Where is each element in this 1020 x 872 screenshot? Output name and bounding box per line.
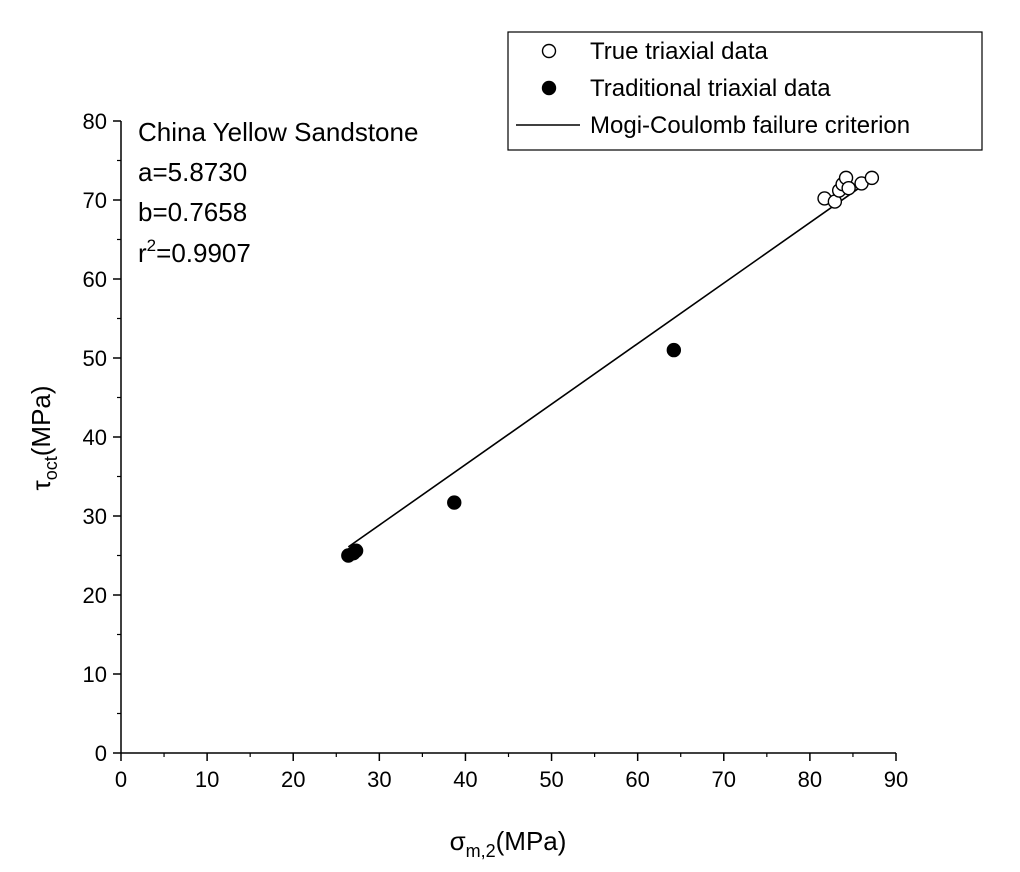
legend: True triaxial data Traditional triaxial … [507,31,983,151]
annotation-r2-rest: =0.9907 [156,238,251,268]
annotation-b: b=0.7658 [138,197,247,227]
data-point-traditional [348,543,364,558]
legend-label-traditional-triaxial: Traditional triaxial data [590,75,831,102]
legend-label-true-triaxial: True triaxial data [590,38,769,65]
fit-line-mogi-coulomb [347,178,873,548]
x-tick-label: 20 [281,767,305,792]
x-axis-title-unit: (MPa) [496,826,567,856]
x-tick-label: 80 [798,767,822,792]
x-tick-label: 30 [367,767,391,792]
y-tick-label: 70 [83,188,107,213]
y-axis-title: τoct(MPa) [26,385,61,490]
y-tick-label: 50 [83,346,107,371]
y-axis-title-symbol: τ [26,480,56,491]
ticks: 0 10 20 30 40 50 60 70 80 90 0 10 20 30 40 50 60 70 80 [83,109,909,792]
legend-marker-filled-circle [541,80,557,96]
y-tick-label: 20 [83,583,107,608]
y-tick-label: 10 [83,662,107,687]
y-tick-label: 60 [83,267,107,292]
annotation-r2-base: r [138,238,147,268]
y-tick-label: 30 [83,504,107,529]
y-tick-label: 0 [95,741,107,766]
y-axis-title-subscript: oct [41,456,61,480]
x-tick-label: 60 [625,767,649,792]
annotation-r2-sup: 2 [147,236,156,255]
x-tick-label: 40 [453,767,477,792]
legend-frame [507,31,983,151]
legend-label-mogi-coulomb: Mogi-Coulomb failure criterion [590,112,910,139]
data-point-traditional [666,342,682,358]
y-axis-title-unit: (MPa) [26,385,56,456]
x-tick-label: 0 [115,767,127,792]
x-tick-label: 70 [712,767,736,792]
data-point-true-triaxial [864,170,880,186]
x-axis-title-symbol: σ [450,826,466,856]
y-tick-label: 40 [83,425,107,450]
x-axis-title: σm,2(MPa) [450,826,567,861]
data-point-true-triaxial [841,180,856,196]
annotation-a: a=5.8730 [138,157,247,187]
annotation-block: China Yellow Sandstone a=5.8730 b=0.7658… [138,117,418,268]
annotation-r2: r2=0.9907 [138,236,251,268]
x-tick-label: 90 [884,767,908,792]
x-axis-title-subscript: m,2 [466,841,496,861]
x-tick-label: 50 [539,767,563,792]
legend-marker-open-circle [541,43,557,59]
annotation-title: China Yellow Sandstone [138,117,418,147]
x-tick-label: 10 [195,767,219,792]
data-point-traditional [447,495,462,510]
plot-area [341,170,880,563]
y-tick-label: 80 [83,109,107,134]
